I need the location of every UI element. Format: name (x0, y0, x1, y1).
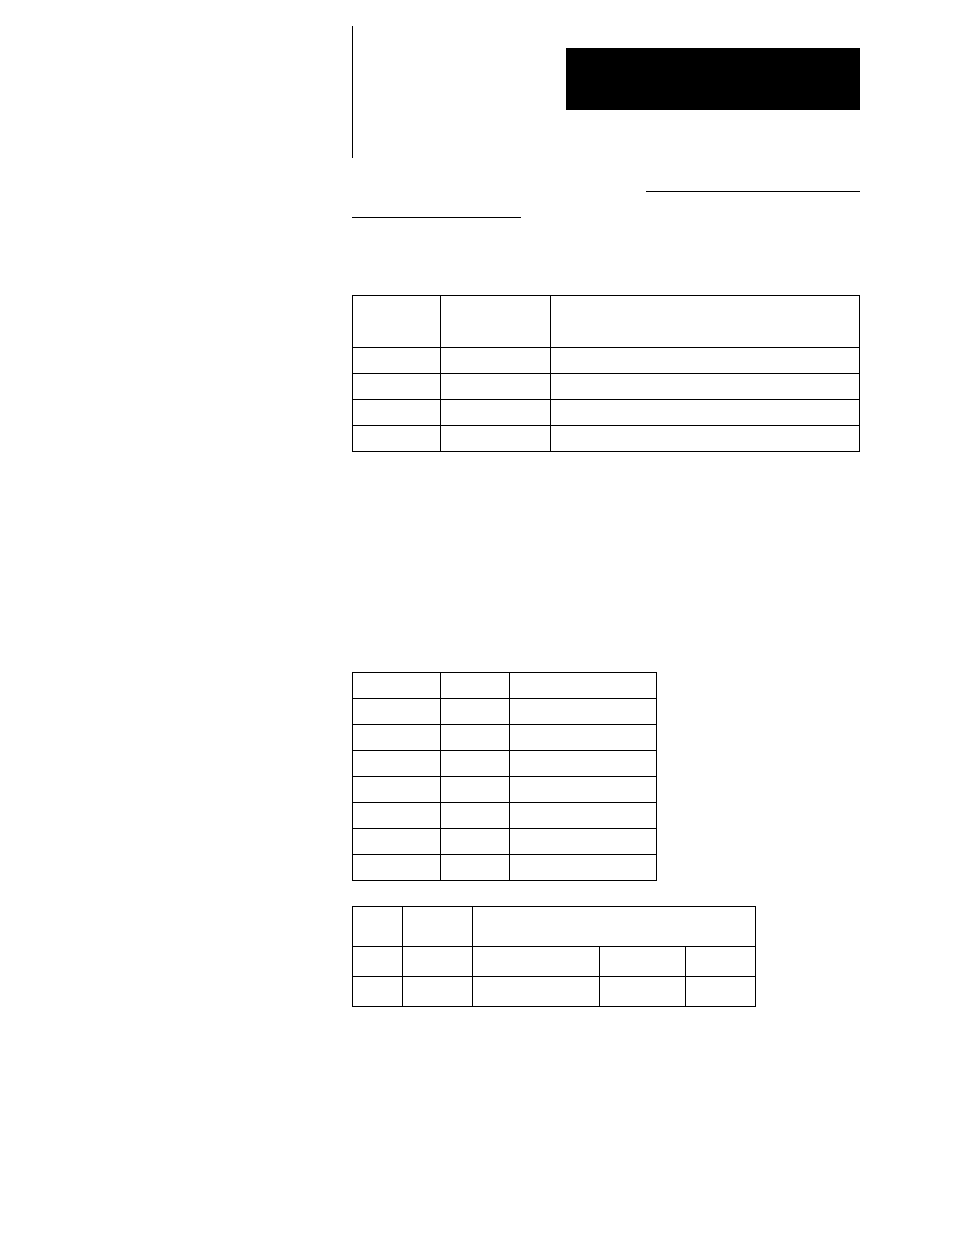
table-row (353, 400, 860, 426)
table-row (353, 829, 657, 855)
table-row (353, 348, 860, 374)
table-3-header-cell (353, 907, 403, 947)
header-underline-left (352, 217, 521, 218)
table-row (353, 751, 657, 777)
table-row (353, 673, 657, 699)
table-1-header-cell (353, 296, 441, 348)
table-1-header-row (353, 296, 860, 348)
table-1-header-cell (550, 296, 859, 348)
table-2 (352, 672, 657, 881)
table-3 (352, 906, 756, 1007)
table-3-header-cell (402, 907, 472, 947)
table-row (353, 426, 860, 452)
table-row (353, 947, 756, 977)
redacted-title-box (566, 48, 860, 110)
table-row (353, 777, 657, 803)
table-1 (352, 295, 860, 452)
table-row (353, 977, 756, 1007)
table-3-header-cell (472, 907, 755, 947)
header-underline-right (646, 191, 860, 192)
table-row (353, 374, 860, 400)
table-1-header-cell (440, 296, 550, 348)
table-row (353, 855, 657, 881)
header-vertical-rule (352, 26, 353, 158)
table-row (353, 725, 657, 751)
table-3-header-row (353, 907, 756, 947)
table-row (353, 803, 657, 829)
table-row (353, 699, 657, 725)
